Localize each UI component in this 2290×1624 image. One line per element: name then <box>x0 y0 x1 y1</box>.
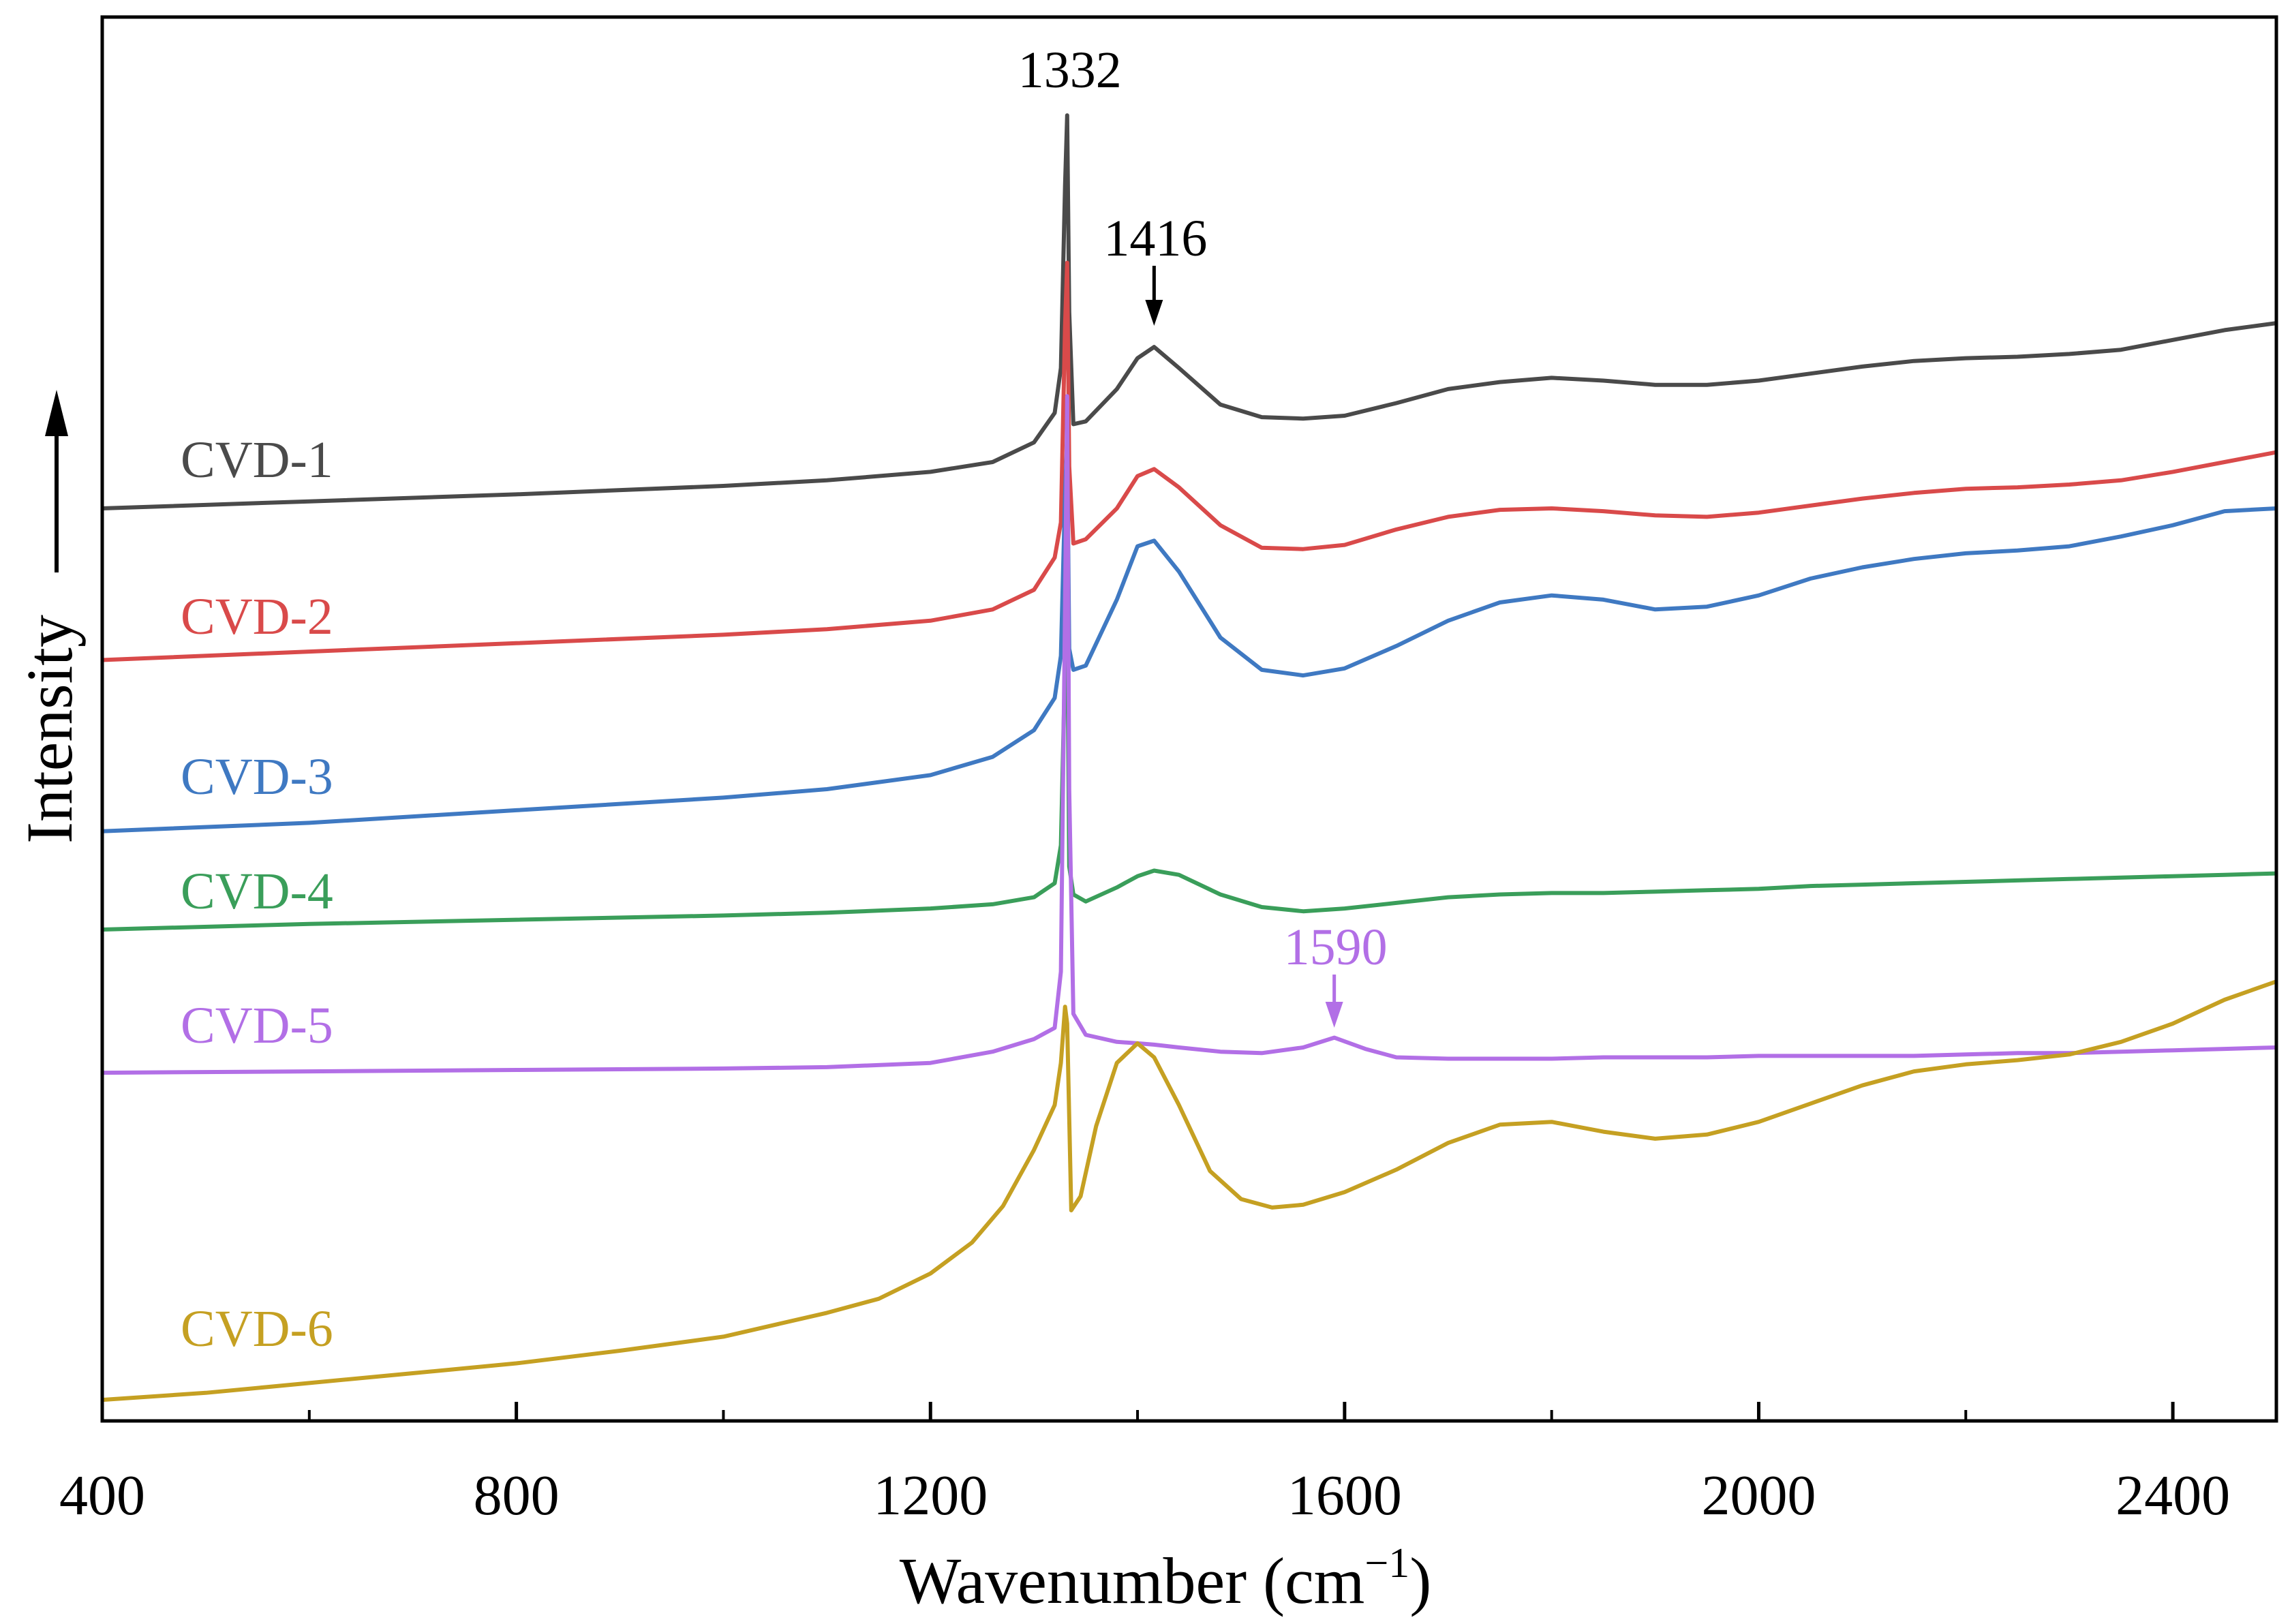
x-tick-labels: 400 800 1200 1600 2000 2400 <box>59 1464 2230 1527</box>
series-line-cvd-6 <box>102 979 2277 1403</box>
series-line-cvd-2 <box>102 260 2277 662</box>
series-label-cvd-2: CVD-2 <box>181 588 333 645</box>
y-axis-arrow-head <box>45 390 68 436</box>
series-label-cvd-6: CVD-6 <box>181 1300 333 1358</box>
peak-label-1332: 1332 <box>1018 42 1122 99</box>
peak-label-1590: 1590 <box>1284 919 1388 976</box>
x-tick-label: 2000 <box>1701 1464 1816 1527</box>
peak-annotations: 1332 1416 1590 <box>1018 42 1388 1028</box>
series-line-cvd-5 <box>102 394 2277 1075</box>
series-labels: CVD-1 CVD-2 CVD-3 CVD-4 CVD-5 CVD-6 <box>181 431 333 1358</box>
major-ticks <box>100 1402 2175 1421</box>
peak-arrow-1416-head <box>1145 300 1163 326</box>
x-tick-label: 800 <box>474 1464 560 1527</box>
y-axis-title: Intensity <box>13 615 86 844</box>
peak-label-1416: 1416 <box>1103 210 1207 267</box>
series-line-cvd-3 <box>102 436 2277 833</box>
series-label-cvd-5: CVD-5 <box>181 997 333 1054</box>
x-axis-title: Wavenumber (cm−1) <box>900 1540 1432 1617</box>
x-tick-label: 1600 <box>1287 1464 1402 1527</box>
series-layer <box>102 113 2277 1403</box>
plot-frame <box>100 15 2278 1423</box>
x-tick-label: 400 <box>59 1464 145 1527</box>
x-tick-label: 1200 <box>873 1464 988 1527</box>
peak-arrow-1590-head <box>1325 1002 1343 1028</box>
series-label-cvd-1: CVD-1 <box>181 431 333 489</box>
series-label-cvd-4: CVD-4 <box>181 863 333 920</box>
x-tick-label: 2400 <box>2116 1464 2230 1527</box>
series-label-cvd-3: CVD-3 <box>181 748 333 806</box>
series-line-cvd-4 <box>102 604 2277 932</box>
series-line-cvd-1 <box>102 113 2277 510</box>
minor-ticks <box>307 1410 1968 1421</box>
